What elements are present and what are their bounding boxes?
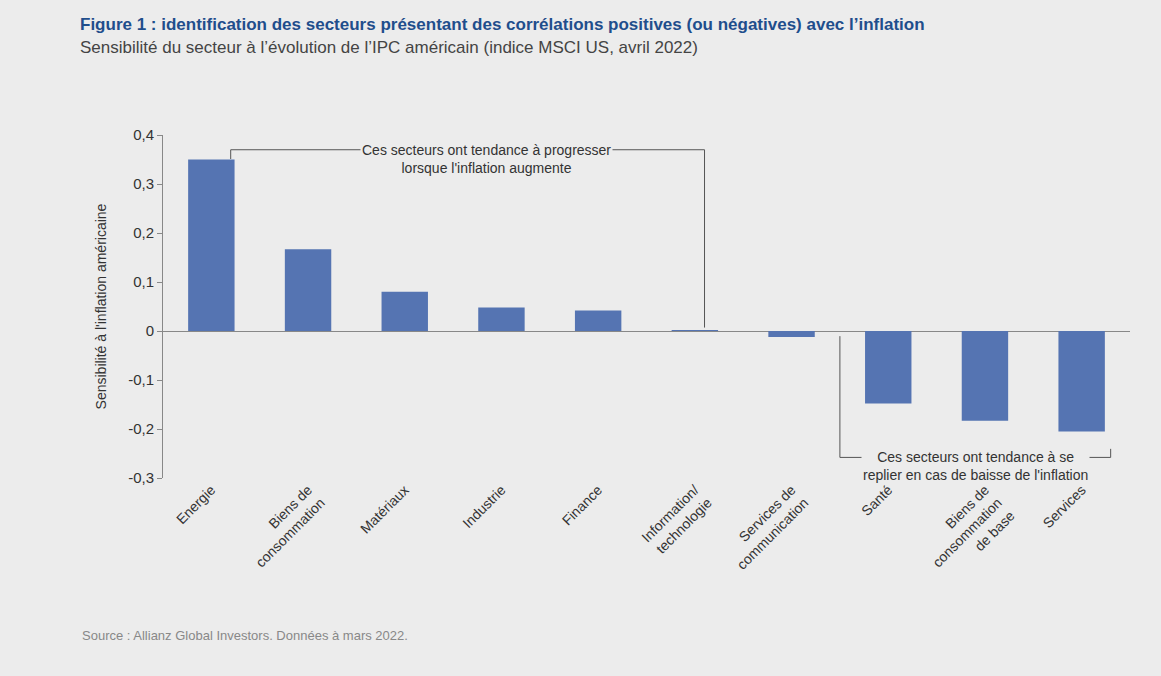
svg-text:Ces secteurs ont tendance à se: Ces secteurs ont tendance à sereplier en… bbox=[863, 449, 1088, 483]
svg-text:0,2: 0,2 bbox=[133, 224, 154, 241]
svg-text:-0,3: -0,3 bbox=[128, 469, 154, 486]
svg-text:-0,2: -0,2 bbox=[128, 420, 154, 437]
svg-text:Biens deconsommationde base: Biens deconsommationde base bbox=[916, 482, 1018, 584]
svg-text:Services decommunication: Services decommunication bbox=[721, 482, 812, 573]
svg-text:-0,1: -0,1 bbox=[128, 371, 154, 388]
svg-text:0: 0 bbox=[146, 322, 154, 339]
svg-text:0,3: 0,3 bbox=[133, 175, 154, 192]
svg-text:0,1: 0,1 bbox=[133, 273, 154, 290]
svg-text:Industrie: Industrie bbox=[459, 482, 508, 531]
svg-text:Ces secteurs ont tendance à pr: Ces secteurs ont tendance à progresserlo… bbox=[362, 142, 611, 176]
svg-text:Energie: Energie bbox=[173, 482, 219, 528]
svg-text:Information/technologie: Information/technologie bbox=[638, 482, 715, 559]
svg-text:Source : Allianz Global Invest: Source : Allianz Global Investors. Donné… bbox=[82, 628, 408, 643]
svg-text:Matériaux: Matériaux bbox=[357, 482, 412, 537]
svg-text:Figure 1 : identification des: Figure 1 : identification des secteurs p… bbox=[80, 15, 925, 56]
svg-text:Finance: Finance bbox=[559, 482, 606, 529]
svg-text:Santé: Santé bbox=[858, 482, 895, 519]
svg-text:0,4: 0,4 bbox=[133, 126, 154, 143]
svg-text:Sensibilité à l'inflation amér: Sensibilité à l'inflation américaine bbox=[93, 203, 109, 409]
svg-text:Services: Services bbox=[1039, 482, 1088, 531]
svg-text:Biens deconsommation: Biens deconsommation bbox=[239, 482, 328, 571]
